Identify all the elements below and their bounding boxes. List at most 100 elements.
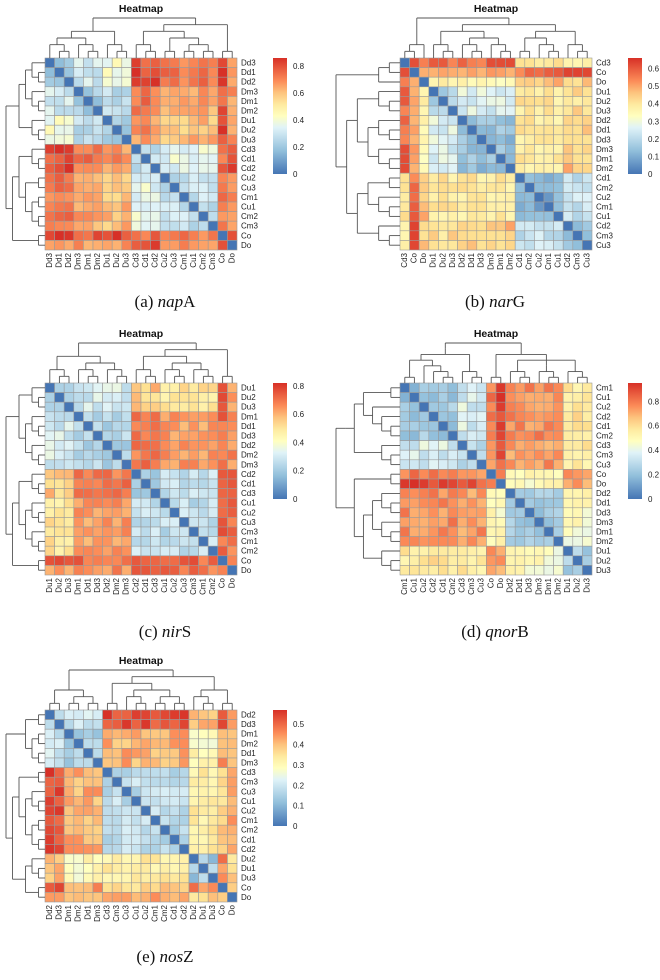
heatmap-cell <box>534 459 545 470</box>
heatmap-cell <box>131 497 142 509</box>
heatmap-cell <box>63 57 75 68</box>
heatmap-cell <box>217 124 228 136</box>
heatmap-cell <box>428 105 439 116</box>
heatmap-cell <box>159 709 171 720</box>
heatmap-cell <box>73 805 84 816</box>
heatmap-cell <box>140 565 151 576</box>
heatmap-cell <box>582 507 593 518</box>
colorbar-tick-label: 0.8 <box>293 382 305 391</box>
heatmap-cell <box>457 430 468 441</box>
heatmap-cell <box>92 163 103 174</box>
heatmap-cell <box>198 401 209 413</box>
heatmap-cell <box>227 240 238 251</box>
heatmap-cell <box>179 834 190 845</box>
heatmap-cell <box>438 401 449 413</box>
heatmap-cell <box>102 478 113 489</box>
heatmap-cell <box>505 211 516 222</box>
heatmap-cell <box>486 565 497 576</box>
heatmap-cell <box>582 536 593 547</box>
column-label: Cd1 <box>515 252 524 267</box>
heatmap-cell <box>562 488 574 499</box>
heatmap-cell <box>92 86 103 97</box>
heatmap-cell <box>227 469 238 480</box>
heatmap-cell <box>159 57 171 68</box>
heatmap-cell <box>111 767 123 778</box>
heatmap-cell <box>418 401 430 413</box>
heatmap-cell <box>102 459 113 470</box>
heatmap-cell <box>54 709 65 720</box>
heatmap-cell <box>514 230 526 241</box>
heatmap-cell <box>582 163 593 174</box>
heatmap-cell <box>44 76 55 88</box>
heatmap-cell <box>83 892 94 903</box>
heatmap-cell <box>54 767 65 778</box>
heatmap-cell <box>188 536 199 547</box>
heatmap-cell <box>140 430 151 441</box>
heatmap-cell <box>428 497 439 509</box>
heatmap-cell <box>457 392 468 403</box>
row-label: Du3 <box>596 566 611 575</box>
heatmap-cell <box>198 853 209 864</box>
heatmap-cell <box>409 536 420 547</box>
heatmap-cell <box>169 144 180 155</box>
column-label: Dd3 <box>55 904 64 919</box>
heatmap-cell <box>111 211 123 222</box>
heatmap-cell <box>428 421 439 432</box>
row-label: Cm1 <box>241 537 258 546</box>
heatmap-cell <box>111 124 123 136</box>
heatmap-cell <box>131 76 142 88</box>
heatmap-cell <box>505 469 516 480</box>
row-label: Du1 <box>241 383 256 392</box>
row-label: Dm3 <box>241 758 258 767</box>
heatmap-cell <box>169 220 180 232</box>
column-label: Dd3 <box>477 252 486 267</box>
heatmap-cell <box>428 478 439 489</box>
heatmap-cell <box>524 144 535 155</box>
column-label: Dm1 <box>544 577 553 594</box>
column-label: Cd3 <box>151 577 160 592</box>
heatmap-cell <box>534 230 545 241</box>
heatmap-cell <box>121 517 132 528</box>
heatmap-cell <box>207 105 219 116</box>
heatmap-cell <box>83 497 94 509</box>
heatmap-cell <box>111 892 123 903</box>
heatmap-cell <box>207 115 219 126</box>
heatmap-cell <box>169 757 180 768</box>
heatmap-cell <box>553 220 564 232</box>
heatmap-cell <box>466 507 478 518</box>
row-label: Dm3 <box>596 145 613 154</box>
column-label: Cm1 <box>400 577 409 594</box>
row-label: Cd2 <box>596 412 611 421</box>
heatmap-cell <box>121 872 132 884</box>
heatmap-cell <box>514 449 526 461</box>
column-label: Cu3 <box>582 252 591 267</box>
heatmap-cell <box>73 240 84 251</box>
heatmap-cell <box>188 757 199 768</box>
heatmap-cell <box>457 134 468 145</box>
heatmap-cell <box>534 488 545 499</box>
row-label: Cu2 <box>596 403 611 412</box>
heatmap-cell <box>572 478 583 489</box>
heatmap-cell <box>466 230 478 241</box>
heatmap-cell <box>217 565 228 576</box>
heatmap-cell <box>476 192 487 203</box>
heatmap-cell <box>179 172 190 184</box>
caption-suffix: G <box>512 292 525 311</box>
heatmap-cell <box>83 220 94 232</box>
heatmap-cell <box>399 96 410 107</box>
heatmap-cell <box>150 382 161 393</box>
heatmap-cell <box>572 401 583 413</box>
heatmap-cell <box>505 488 516 499</box>
heatmap-cell <box>140 748 151 759</box>
heatmap-cell <box>438 545 449 557</box>
heatmap-cell <box>486 392 497 403</box>
heatmap-cell <box>553 449 564 461</box>
heatmap-cell <box>543 526 554 537</box>
heatmap-cell <box>169 526 180 537</box>
heatmap-cell <box>227 76 238 88</box>
heatmap-cell <box>102 134 113 145</box>
heatmap-cell <box>140 805 151 816</box>
heatmap-cell <box>179 555 190 566</box>
heatmap-cell <box>514 517 526 528</box>
heatmap-cell <box>131 488 142 499</box>
